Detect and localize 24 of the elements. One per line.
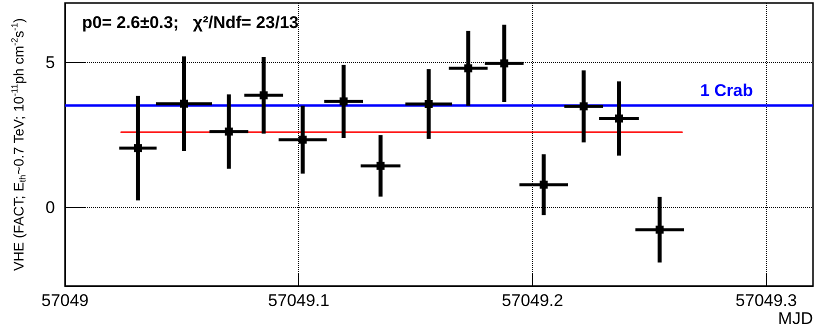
point bbox=[260, 91, 268, 100]
point bbox=[180, 100, 188, 108]
point bbox=[614, 114, 623, 123]
point bbox=[424, 100, 433, 108]
point bbox=[340, 97, 348, 106]
point bbox=[224, 128, 233, 136]
ref-line-label: 1 Crab bbox=[700, 81, 753, 100]
x-tick-label: 57049.3 bbox=[736, 291, 797, 310]
point bbox=[298, 136, 307, 144]
point bbox=[656, 226, 664, 234]
point bbox=[376, 162, 385, 170]
x-tick-label: 57049 bbox=[41, 291, 89, 310]
point bbox=[134, 144, 142, 152]
x-tick-label: 57049.2 bbox=[502, 291, 564, 310]
y-tick-label: 5 bbox=[46, 53, 55, 72]
y-tick-label: 0 bbox=[46, 198, 55, 218]
x-tick-label: 57049.1 bbox=[268, 291, 330, 310]
point bbox=[464, 64, 472, 72]
text: VHE (FACT; Eth~0.7 TeV; 10-11ph cm-2s-1) bbox=[10, 18, 28, 271]
point bbox=[580, 102, 588, 110]
point bbox=[540, 180, 548, 189]
point bbox=[500, 59, 508, 68]
x-axis-title: MJD bbox=[778, 309, 813, 327]
annotation: p0= 2.6±0.3; χ²/Ndf= 23/13 bbox=[82, 13, 299, 32]
